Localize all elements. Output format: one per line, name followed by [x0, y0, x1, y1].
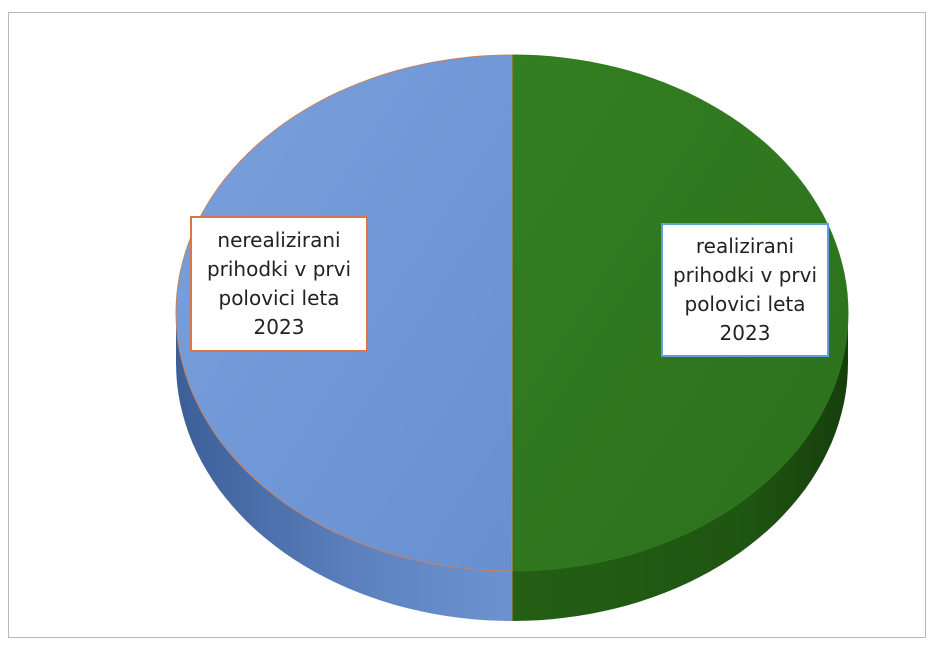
slice-label-realized: realizirani prihodki v prvi polovici let…	[661, 223, 829, 357]
slice-label-unrealized: nerealizirani prihodki v prvi polovici l…	[190, 216, 368, 352]
pie-side-realized	[512, 313, 848, 621]
pie-side-unrealized	[176, 313, 512, 621]
chart-area: nerealizirani prihodki v prvi polovici l…	[8, 12, 926, 638]
